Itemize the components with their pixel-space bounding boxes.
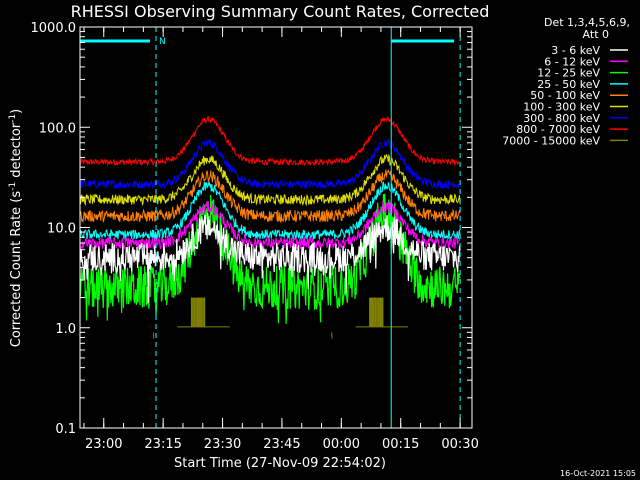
series-100-300-kev (79, 153, 461, 207)
legend-label: 50 - 100 keV (530, 89, 600, 102)
series-3-6-kev (79, 212, 461, 304)
legend-header-line2: Att 0 (583, 28, 609, 41)
series-7000-15000-kev (153, 297, 408, 339)
legend-label: 800 - 7000 keV (516, 123, 600, 136)
x-tick-label: 00:15 (382, 437, 419, 452)
series-800-7000-kev (79, 115, 461, 167)
y-axis-label-sup2: -1 (8, 114, 18, 123)
y-axis-label-mid: detector (9, 122, 24, 182)
series-300-800-kev (79, 138, 461, 190)
x-tick-label: 23:00 (85, 437, 122, 452)
x-tick-label: 23:45 (263, 437, 300, 452)
x-tick-label: 23:30 (204, 437, 241, 452)
y-axis-label-end: ) (9, 109, 24, 114)
x-tick-label: 23:15 (144, 437, 181, 452)
timestamp: 16-Oct-2021 15:05 (560, 469, 636, 478)
y-axis-label-main: Corrected Count Rate (s (9, 191, 24, 348)
series-50-100-kev (79, 168, 461, 224)
chart-title: RHESSI Observing Summary Count Rates, Co… (71, 2, 490, 21)
markers-layer: N (79, 27, 461, 428)
x-axis-label: Start Time (27-Nov-09 22:54:02) (174, 456, 386, 471)
legend-label: 25 - 50 keV (537, 78, 600, 91)
y-tick-label: 1.0 (55, 322, 76, 337)
legend-label: 300 - 800 keV (523, 112, 600, 125)
series-layer (79, 115, 461, 339)
legend-label: 3 - 6 keV (551, 44, 600, 57)
legend-label: 6 - 12 keV (544, 55, 600, 68)
series-25-50-kev (79, 180, 461, 241)
y-axis-label: Corrected Count Rate (s-1 detector-1) (8, 109, 24, 347)
y-tick-label: 0.1 (55, 422, 76, 437)
legend-label: 7000 - 15000 keV (502, 134, 600, 147)
legend-label: 100 - 300 keV (523, 101, 600, 114)
y-tick-label: 10.0 (47, 222, 76, 237)
legend-label: 12 - 25 keV (537, 67, 600, 80)
ticks-layer: 0.1 1.0 10.0 100.0 1000.0 23:00 23:15 23:30 23:4… (31, 21, 479, 452)
y-tick-label: 1000.0 (31, 21, 77, 36)
y-axis-label-sup1: -1 (8, 182, 18, 191)
legend-header-line1: Det 1,3,4,5,6,9, (544, 16, 630, 29)
x-tick-label: 00:30 (441, 437, 478, 452)
y-tick-label: 100.0 (39, 121, 76, 136)
night-flag-label: N (159, 37, 166, 47)
series-6-12-kev (79, 200, 461, 251)
x-tick-label: 00:00 (323, 437, 360, 452)
